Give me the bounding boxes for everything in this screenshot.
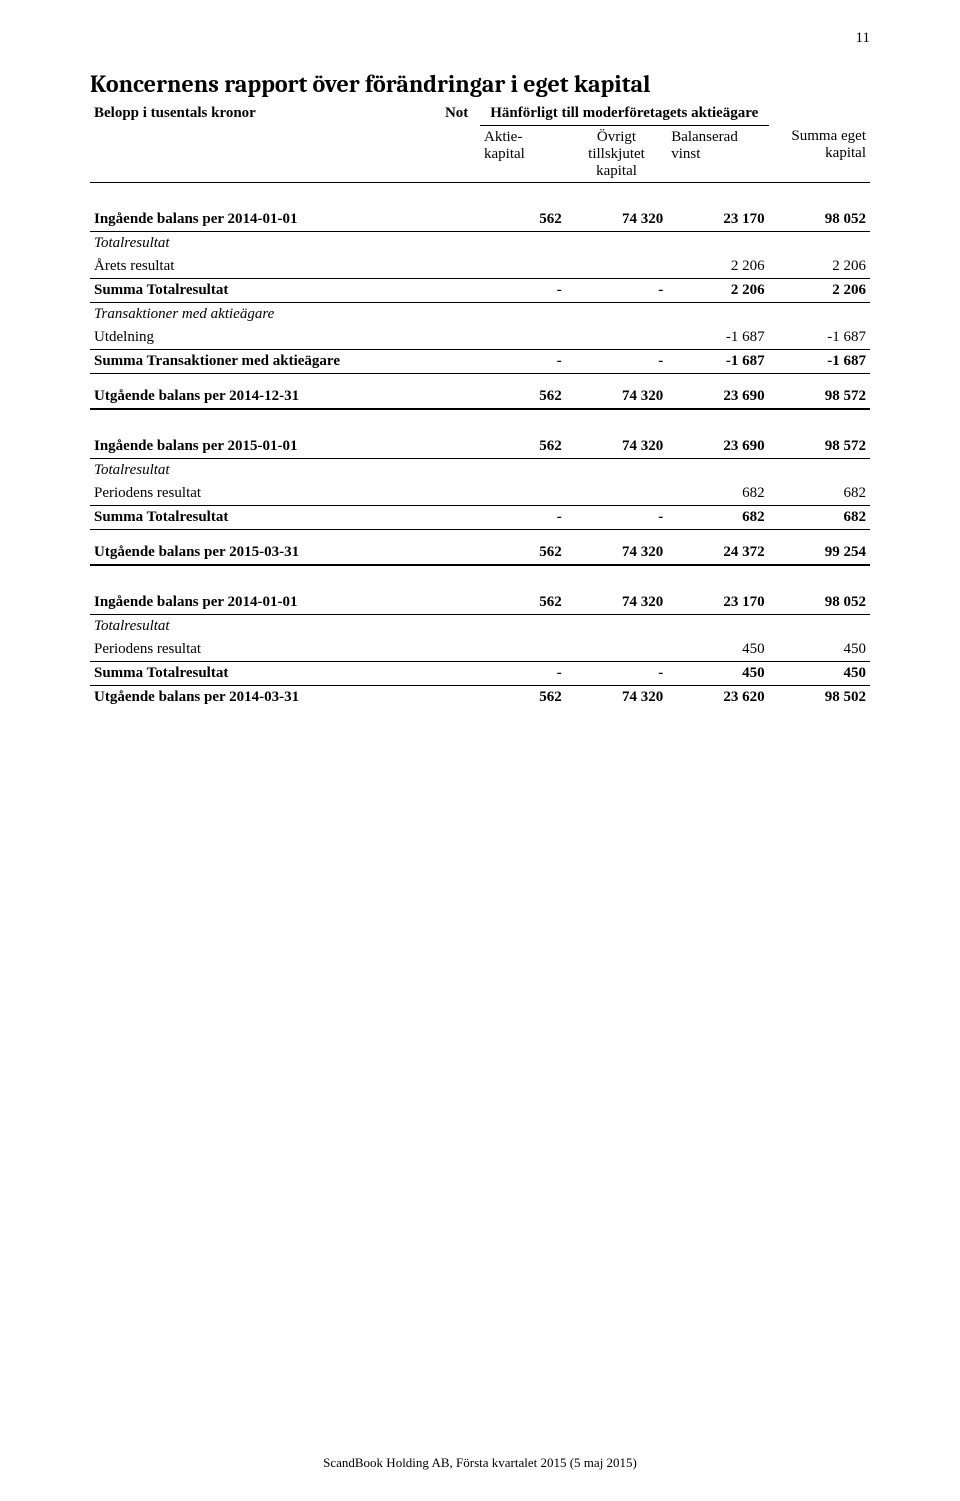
b3-opening: Ingående balans per 2014-01-01 562 74 32…: [90, 565, 870, 615]
header-row-1: Belopp i tusentals kronor Not Hänförligt…: [90, 102, 870, 125]
empty-header: [769, 102, 870, 125]
col-summa-header: Summa eget kapital: [769, 125, 870, 182]
b3-totalresultat-hdr: Totalresultat: [90, 614, 870, 638]
b1-closing: Utgående balans per 2014-12-31 562 74 32…: [90, 373, 870, 409]
b2-periodens: Periodens resultat 682 682: [90, 482, 870, 506]
b3-summa-tot: Summa Totalresultat - - 450 450: [90, 661, 870, 685]
b1-trans-hdr: Transaktioner med aktieägare: [90, 302, 870, 326]
equity-table: Belopp i tusentals kronor Not Hänförligt…: [90, 102, 870, 709]
b1-totalresultat-hdr: Totalresultat: [90, 231, 870, 255]
page-title: Koncernens rapport över förändringar i e…: [90, 70, 870, 98]
b2-totalresultat-hdr: Totalresultat: [90, 458, 870, 482]
b1-utdelning: Utdelning -1 687 -1 687: [90, 326, 870, 350]
b3-periodens: Periodens resultat 450 450: [90, 638, 870, 662]
b2-summa-tot: Summa Totalresultat - - 682 682: [90, 505, 870, 529]
b2-closing: Utgående balans per 2015-03-31 562 74 32…: [90, 529, 870, 565]
header-row-2: Aktie- kapital Övrigt tillskjutet kapita…: [90, 125, 870, 182]
page-number: 11: [856, 30, 870, 47]
b1-summa-tot: Summa Totalresultat - - 2 206 2 206: [90, 278, 870, 302]
page: 11 Koncernens rapport över förändringar …: [0, 0, 960, 1501]
group-header: Hänförligt till moderföretagets aktieäga…: [480, 102, 769, 125]
b3-closing: Utgående balans per 2014-03-31 562 74 32…: [90, 685, 870, 709]
b1-arets: Årets resultat 2 206 2 206: [90, 255, 870, 279]
b1-summa-trans: Summa Transaktioner med aktieägare - - -…: [90, 349, 870, 373]
col-not-header: Not: [433, 102, 480, 125]
b1-opening: Ingående balans per 2014-01-01 562 74 32…: [90, 182, 870, 231]
col-balanserad-header: Balanserad vinst: [667, 125, 768, 182]
page-footer: ScandBook Holding AB, Första kvartalet 2…: [0, 1455, 960, 1471]
amounts-label: Belopp i tusentals kronor: [90, 102, 433, 125]
col-aktie-header: Aktie- kapital: [480, 125, 566, 182]
b2-opening: Ingående balans per 2015-01-01 562 74 32…: [90, 409, 870, 459]
col-ovrigt-header: Övrigt tillskjutet kapital: [566, 125, 667, 182]
